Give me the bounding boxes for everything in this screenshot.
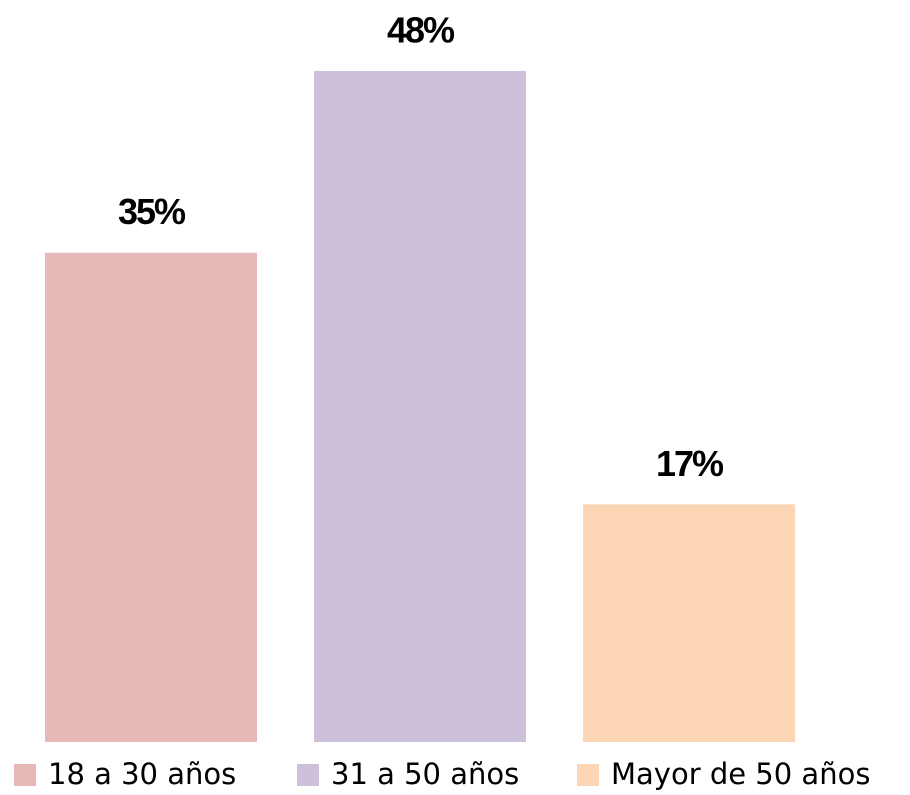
legend-label: Mayor de 50 años	[611, 757, 870, 791]
value-label: 35%	[118, 191, 186, 232]
legend-swatch	[297, 764, 319, 786]
legend-label: 18 a 30 años	[48, 757, 236, 791]
value-label: 48%	[387, 10, 455, 51]
legend-label: 31 a 50 años	[331, 757, 519, 791]
value-label: 17%	[656, 443, 724, 484]
legend-swatch	[14, 764, 36, 786]
legend-swatch	[577, 764, 599, 786]
bar	[314, 71, 526, 742]
bar	[583, 504, 795, 742]
bar	[45, 252, 257, 742]
